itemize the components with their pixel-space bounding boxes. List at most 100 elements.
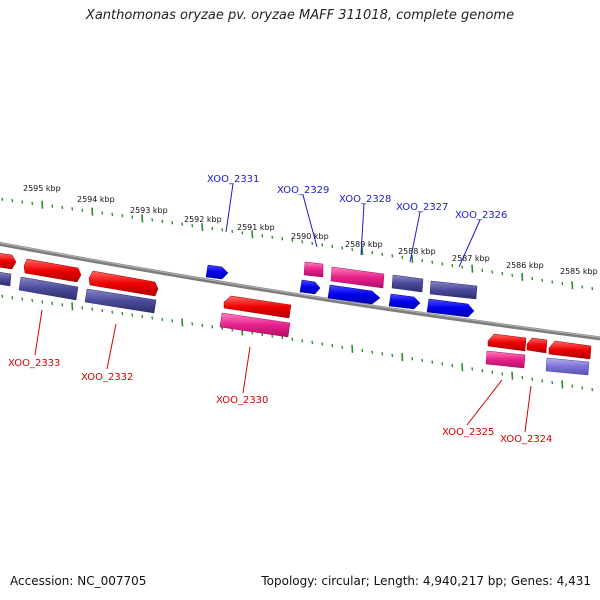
gene-xoo-2333-cds[interactable] bbox=[0, 272, 12, 287]
major-tick bbox=[561, 380, 564, 389]
minor-tick bbox=[111, 212, 114, 216]
minor-tick bbox=[301, 240, 304, 244]
gene-label-xoo-2332[interactable]: XOO_2332 bbox=[81, 372, 133, 383]
gene-xoo-2326-feature[interactable] bbox=[429, 280, 478, 300]
minor-tick bbox=[581, 285, 584, 289]
gene-label-xoo-2329[interactable]: XOO_2329 bbox=[277, 185, 329, 196]
gene-xoo-2324-feature-b[interactable] bbox=[548, 340, 592, 360]
minor-tick bbox=[111, 310, 114, 314]
major-tick bbox=[141, 214, 144, 223]
minor-tick bbox=[71, 207, 74, 211]
minor-tick bbox=[331, 244, 334, 249]
gene-xoo-2324-feature-a[interactable] bbox=[526, 337, 548, 354]
minor-tick bbox=[561, 282, 564, 286]
minor-tick bbox=[371, 350, 374, 354]
minor-tick bbox=[21, 297, 24, 301]
major-tick bbox=[461, 363, 464, 372]
minor-tick bbox=[391, 353, 394, 358]
minor-tick bbox=[21, 200, 24, 204]
minor-tick bbox=[61, 303, 64, 307]
gene-xoo-2333-feature[interactable] bbox=[23, 258, 82, 283]
minor-tick bbox=[141, 314, 144, 319]
gene-xoo-2331-feature[interactable] bbox=[205, 264, 229, 280]
gene-xoo-2333-forward[interactable] bbox=[0, 253, 17, 270]
scale-label-2587: 2587 kbp bbox=[452, 254, 490, 263]
minor-tick bbox=[181, 222, 184, 226]
major-tick bbox=[41, 200, 44, 209]
minor-tick bbox=[491, 370, 494, 374]
minor-tick bbox=[251, 331, 254, 335]
minor-tick bbox=[401, 255, 404, 260]
gene-label-xoo-2327[interactable]: XOO_2327 bbox=[396, 202, 448, 213]
minor-tick bbox=[541, 379, 544, 383]
gene-label-xoo-2328[interactable]: XOO_2328 bbox=[339, 194, 391, 205]
minor-tick bbox=[441, 262, 444, 266]
minor-tick bbox=[261, 332, 264, 337]
gene-label-xoo-2330[interactable]: XOO_2330 bbox=[216, 395, 268, 406]
minor-tick bbox=[191, 322, 194, 326]
minor-tick bbox=[61, 205, 64, 210]
lower-tick-ring bbox=[1, 294, 594, 392]
minor-tick bbox=[511, 273, 514, 277]
scale-label-2591: 2591 kbp bbox=[237, 223, 275, 232]
minor-tick bbox=[471, 367, 474, 371]
top-label-leaders bbox=[225, 183, 481, 268]
minor-tick bbox=[341, 345, 344, 349]
minor-tick bbox=[541, 278, 544, 282]
minor-tick bbox=[31, 298, 34, 303]
gene-label-xoo-2326[interactable]: XOO_2326 bbox=[455, 210, 507, 221]
gene-xoo-2326-cds[interactable] bbox=[426, 298, 475, 318]
gene-xoo-2329-cds[interactable] bbox=[299, 279, 321, 295]
minor-tick bbox=[481, 268, 484, 272]
gene-xoo-2325-cds[interactable] bbox=[485, 350, 526, 369]
minor-tick bbox=[421, 358, 424, 363]
minor-tick bbox=[501, 372, 504, 376]
minor-tick bbox=[501, 272, 504, 276]
minor-tick bbox=[371, 251, 374, 255]
major-tick bbox=[91, 207, 94, 216]
minor-tick bbox=[551, 381, 554, 385]
minor-tick bbox=[241, 231, 244, 235]
gene-xoo-2329-feature[interactable] bbox=[303, 261, 324, 278]
gene-xoo-2328-cds[interactable] bbox=[327, 284, 381, 305]
scale-label-2585: 2585 kbp bbox=[560, 267, 598, 276]
major-tick bbox=[71, 302, 74, 311]
gene-label-xoo-2333[interactable]: XOO_2333 bbox=[8, 358, 60, 369]
gene-xoo-2327-feature[interactable] bbox=[391, 274, 424, 293]
minor-tick bbox=[161, 219, 164, 223]
major-tick bbox=[411, 254, 414, 264]
minor-tick bbox=[11, 296, 14, 300]
major-tick bbox=[571, 281, 574, 290]
gene-xoo-2332-feature[interactable] bbox=[88, 270, 159, 297]
minor-tick bbox=[321, 342, 324, 346]
minor-tick bbox=[591, 287, 594, 291]
scale-label-2593: 2593 kbp bbox=[130, 206, 168, 215]
major-tick bbox=[351, 344, 354, 353]
gene-label-xoo-2331[interactable]: XOO_2331 bbox=[207, 174, 259, 185]
gene-xoo-2328-feature[interactable] bbox=[330, 266, 385, 289]
gene-xoo-2324-cds[interactable] bbox=[545, 357, 590, 376]
minor-tick bbox=[291, 238, 294, 242]
minor-tick bbox=[291, 337, 294, 341]
gene-xoo-2332-cds[interactable] bbox=[84, 288, 157, 314]
gene-xoo-2333-cds2[interactable] bbox=[18, 276, 79, 301]
genome-backbone bbox=[0, 241, 600, 341]
gene-label-xoo-2324[interactable]: XOO_2324 bbox=[500, 434, 552, 445]
minor-tick bbox=[131, 215, 134, 219]
gene-xoo-2327-cds[interactable] bbox=[388, 293, 421, 310]
minor-tick bbox=[171, 221, 174, 225]
scale-label-2592: 2592 kbp bbox=[184, 215, 222, 224]
major-tick bbox=[251, 230, 254, 239]
minor-tick bbox=[431, 360, 434, 364]
minor-tick bbox=[171, 319, 174, 323]
minor-tick bbox=[51, 204, 54, 208]
major-tick bbox=[401, 353, 404, 362]
minor-tick bbox=[231, 229, 234, 233]
gene-xoo-2330-cds[interactable] bbox=[219, 312, 291, 338]
minor-tick bbox=[411, 357, 414, 361]
gene-label-xoo-2325[interactable]: XOO_2325 bbox=[442, 427, 494, 438]
minor-tick bbox=[281, 237, 284, 241]
minor-tick bbox=[81, 306, 84, 310]
gene-xoo-2325-feature[interactable] bbox=[487, 333, 527, 352]
gene-xoo-2330-feature[interactable] bbox=[223, 295, 292, 319]
